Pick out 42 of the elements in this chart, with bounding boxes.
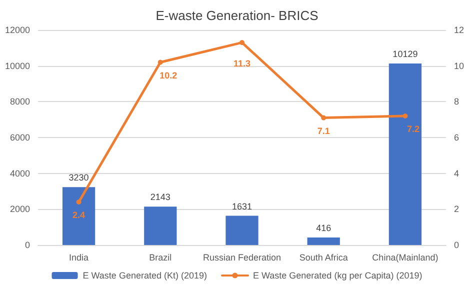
bar — [388, 64, 422, 245]
x-tick-label: South Africa — [299, 252, 348, 262]
point — [76, 200, 82, 204]
data-label: 416 — [316, 223, 332, 234]
y-tick-label: 2000 — [10, 204, 30, 214]
bar — [62, 187, 96, 245]
y-tick-label: 4000 — [10, 168, 30, 178]
y2-tick-label: 12 — [454, 25, 464, 35]
x-tick-label: India — [69, 252, 89, 262]
legend-label: E Waste Generated (Kt) (2019) — [82, 270, 207, 280]
y-tick-label: 10000 — [4, 60, 30, 71]
bar — [307, 238, 340, 245]
data-label: 7.2 — [406, 124, 420, 134]
y2-tick-label: 10 — [454, 60, 464, 71]
y2-tick-label: 6 — [454, 132, 460, 142]
point — [158, 60, 163, 65]
data-label: 1631 — [232, 201, 252, 212]
bar — [226, 216, 258, 245]
y-tick-label: 6000 — [10, 132, 30, 142]
data-label: 2143 — [150, 192, 170, 202]
legend-label: E Waste Generated (kg per Capita) (2019) — [252, 270, 422, 280]
y-tick-label: 0 — [24, 240, 30, 250]
point — [240, 40, 244, 46]
point — [321, 115, 326, 120]
y2-tick-label: 8 — [454, 96, 460, 107]
chart-title: E-waste Generation- BRICS — [156, 8, 319, 23]
data-label: 7.1 — [317, 126, 330, 136]
data-label: 10129 — [392, 49, 418, 60]
data-label: 10.2 — [160, 70, 178, 80]
y-tick-label: 12000 — [4, 25, 30, 35]
y2-tick-label: 2 — [454, 204, 460, 214]
y2-tick-label: 0 — [454, 240, 460, 250]
data-label: 2.4 — [72, 210, 86, 220]
y-tick-label: 8000 — [10, 96, 30, 107]
x-tick-label: Russian Federation — [202, 252, 282, 262]
data-label: 11.3 — [233, 58, 251, 69]
bar — [144, 206, 177, 245]
x-tick-label: China(Mainland) — [372, 252, 438, 262]
data-label: 3230 — [68, 172, 89, 183]
x-tick-label: Brazil — [149, 252, 172, 262]
point — [402, 114, 408, 118]
y2-tick-label: 4 — [454, 168, 460, 178]
